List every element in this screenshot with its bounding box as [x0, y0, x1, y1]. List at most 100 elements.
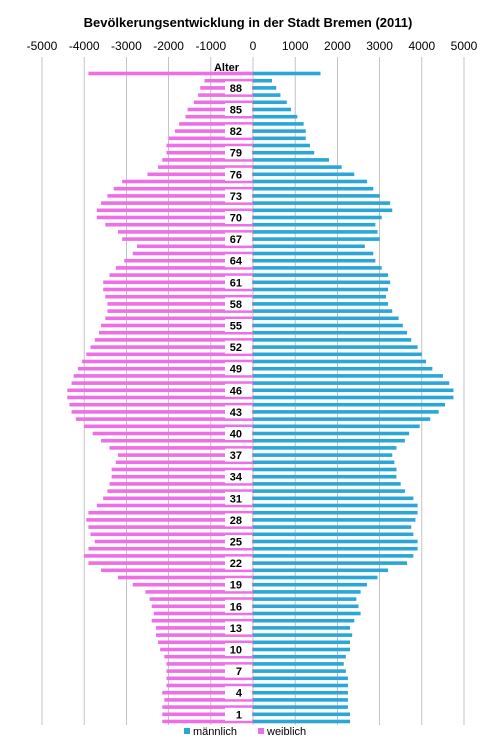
- bar-weiblich: [94, 338, 253, 342]
- bar-maennlich: [253, 582, 367, 587]
- bar-weiblich: [122, 179, 254, 184]
- bar-weiblich: [136, 244, 253, 249]
- bar-maennlich: [253, 640, 351, 645]
- bar-maennlich: [253, 287, 389, 292]
- age-tick-label: 31: [230, 493, 242, 505]
- bar-maennlich: [253, 654, 346, 659]
- bar-maennlich: [253, 114, 298, 119]
- bar-weiblich: [160, 647, 253, 652]
- bar-maennlich: [253, 467, 397, 472]
- bar-maennlich: [253, 359, 427, 364]
- age-label-background: [225, 643, 252, 656]
- bar-weiblich: [162, 705, 253, 709]
- bar-maennlich: [253, 503, 418, 508]
- bar-weiblich: [88, 510, 253, 515]
- age-label-background: [225, 664, 252, 678]
- age-tick-label: 46: [230, 385, 242, 397]
- bar-weiblich: [86, 518, 253, 522]
- bar-maennlich: [253, 453, 393, 457]
- age-tick-label: 61: [230, 277, 242, 289]
- bar-maennlich: [253, 201, 391, 205]
- bar-weiblich: [109, 482, 254, 486]
- bar-maennlich: [253, 510, 418, 515]
- bar-weiblich: [109, 446, 254, 450]
- bar-maennlich: [253, 525, 412, 529]
- bar-maennlich: [253, 568, 389, 573]
- age-label-background: [225, 707, 252, 721]
- bar-maennlich: [253, 532, 414, 537]
- bar-weiblich: [105, 294, 253, 299]
- bar-maennlich: [253, 323, 403, 328]
- age-tick-label: 43: [230, 407, 242, 419]
- age-label-background: [225, 686, 252, 700]
- bar-weiblich: [88, 525, 253, 529]
- bar-weiblich: [88, 71, 253, 76]
- bar-maennlich: [253, 374, 443, 378]
- age-label-background: [225, 383, 252, 397]
- age-label-background: [225, 340, 252, 354]
- bar-maennlich: [253, 316, 399, 321]
- age-tick-label: 58: [230, 299, 242, 311]
- bar-weiblich: [103, 280, 253, 285]
- age-tick-label: 40: [230, 429, 242, 441]
- bar-maennlich: [253, 78, 272, 83]
- bar-weiblich: [166, 669, 253, 673]
- x-tick-label: 5000: [451, 39, 478, 53]
- bar-maennlich: [253, 237, 380, 241]
- age-label-background: [225, 146, 252, 160]
- bar-weiblich: [145, 590, 253, 594]
- bar-maennlich: [253, 222, 376, 227]
- bar-weiblich: [101, 568, 253, 573]
- age-label-background: [225, 232, 252, 246]
- age-tick-label: 25: [230, 537, 242, 549]
- bar-maennlich: [253, 626, 351, 630]
- bar-weiblich: [166, 683, 253, 688]
- age-label-background: [225, 211, 252, 224]
- age-tick-label: 55: [230, 321, 242, 333]
- bar-weiblich: [103, 287, 253, 292]
- bar-maennlich: [253, 489, 405, 493]
- age-label-background: [225, 513, 252, 527]
- bar-maennlich: [253, 280, 391, 285]
- x-tick-label: -3000: [111, 39, 142, 53]
- bar-weiblich: [115, 460, 253, 465]
- bar-maennlich: [253, 258, 376, 263]
- age-label-background: [225, 621, 252, 635]
- age-tick-label: 10: [230, 645, 242, 657]
- bar-weiblich: [162, 158, 253, 162]
- bar-maennlich: [253, 122, 304, 126]
- bar-maennlich: [253, 554, 414, 558]
- bar-weiblich: [153, 611, 253, 616]
- age-tick-label: 37: [230, 450, 242, 462]
- bar-weiblich: [84, 554, 253, 558]
- age-tick-label: 52: [230, 342, 242, 354]
- bar-maennlich: [253, 410, 439, 414]
- bar-weiblich: [162, 719, 253, 724]
- bar-maennlich: [253, 590, 361, 594]
- bar-maennlich: [253, 518, 416, 522]
- bar-weiblich: [117, 453, 254, 457]
- bar-maennlich: [253, 366, 433, 371]
- age-label-background: [225, 189, 252, 203]
- bar-weiblich: [151, 618, 253, 623]
- bar-maennlich: [253, 388, 454, 393]
- bar-maennlich: [253, 244, 365, 249]
- bar-maennlich: [253, 575, 378, 580]
- bar-weiblich: [109, 273, 254, 277]
- bar-maennlich: [253, 669, 346, 673]
- bar-maennlich: [253, 633, 353, 637]
- bar-weiblich: [162, 690, 253, 695]
- bar-weiblich: [117, 230, 254, 234]
- bar-maennlich: [253, 482, 401, 486]
- bar-weiblich: [84, 424, 253, 429]
- bar-weiblich: [105, 316, 253, 321]
- age-tick-label: 34: [230, 472, 243, 484]
- bar-weiblich: [158, 640, 253, 645]
- bar-maennlich: [253, 150, 315, 155]
- bar-weiblich: [132, 582, 253, 587]
- age-label-background: [225, 427, 252, 440]
- bar-weiblich: [147, 172, 253, 177]
- bar-maennlich: [253, 107, 291, 112]
- legend: männlich weiblich: [184, 726, 306, 738]
- age-tick-label: 22: [230, 558, 242, 570]
